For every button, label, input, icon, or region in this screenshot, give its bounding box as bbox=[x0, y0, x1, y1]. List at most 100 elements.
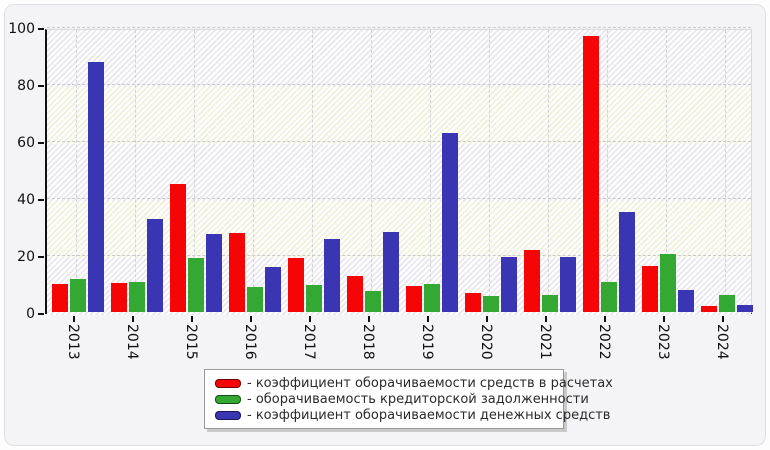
bar-2021-series1 bbox=[523, 249, 540, 312]
legend: - коэффициент оборачиваемости средств в … bbox=[204, 369, 613, 429]
bar-2015-series2 bbox=[188, 258, 205, 312]
plot-band bbox=[47, 87, 751, 144]
y-tick-label-60: 60 bbox=[17, 135, 35, 151]
bar-2021-series3 bbox=[559, 257, 576, 312]
y-tick-20 bbox=[38, 256, 44, 258]
bar-2020-series3 bbox=[500, 256, 517, 312]
bar-2018-series2 bbox=[365, 291, 382, 312]
gridline-x-2020 bbox=[488, 30, 490, 312]
bar-2015-series1 bbox=[170, 184, 187, 312]
x-tick-label-2023: 2023 bbox=[654, 324, 671, 360]
legend-marker-series2 bbox=[215, 394, 241, 404]
x-tick-2018 bbox=[368, 316, 371, 322]
bar-2014-series3 bbox=[147, 219, 164, 312]
chart-card: 0 20 40 60 80 100 2013 2014 2015 2016 2017 2018 201… bbox=[4, 4, 766, 446]
bar-2020-series2 bbox=[482, 296, 499, 312]
bar-2013-series3 bbox=[88, 62, 105, 312]
bar-2015-series3 bbox=[206, 233, 223, 312]
x-tick-2021 bbox=[544, 316, 547, 322]
y-tick-label-100: 100 bbox=[8, 21, 35, 37]
bar-2019-series2 bbox=[423, 284, 440, 312]
plot-band bbox=[47, 144, 751, 201]
bar-2022-series3 bbox=[618, 212, 635, 312]
x-tick-label-2017: 2017 bbox=[301, 324, 318, 360]
bar-2017-series1 bbox=[288, 258, 305, 312]
legend-item-1: - коэффициент оборачиваемости средств в … bbox=[215, 376, 613, 391]
y-tick-60 bbox=[38, 142, 44, 144]
bar-2023-series3 bbox=[677, 289, 694, 312]
x-tick-2024 bbox=[721, 316, 724, 322]
x-tick-2023 bbox=[662, 316, 665, 322]
bar-2024-series1 bbox=[700, 306, 717, 312]
bar-2016-series2 bbox=[247, 286, 264, 312]
y-tick-0 bbox=[38, 313, 44, 315]
x-tick-label-2015: 2015 bbox=[183, 324, 200, 360]
gridline-x-2015 bbox=[194, 30, 196, 312]
bar-2017-series3 bbox=[324, 239, 341, 312]
bar-2016-series1 bbox=[229, 233, 246, 312]
x-tick-2022 bbox=[603, 316, 606, 322]
bar-2017-series2 bbox=[306, 285, 323, 312]
bar-2014-series1 bbox=[111, 282, 128, 312]
bar-2022-series2 bbox=[600, 281, 617, 312]
bar-2014-series2 bbox=[129, 281, 146, 312]
gridline-x-2016 bbox=[253, 30, 255, 312]
bar-2019-series1 bbox=[405, 285, 422, 312]
gridline-x-2023 bbox=[665, 30, 667, 312]
x-tick-label-2021: 2021 bbox=[536, 324, 553, 360]
gridline-x-2013 bbox=[76, 30, 78, 312]
bar-2019-series3 bbox=[441, 133, 458, 312]
gridline-x-2024 bbox=[724, 30, 726, 312]
gridline-x-2014 bbox=[135, 30, 137, 312]
legend-label-series1: - коэффициент оборачиваемости средств в … bbox=[247, 375, 613, 391]
x-tick-2016 bbox=[250, 316, 253, 322]
bar-2018-series1 bbox=[347, 276, 364, 312]
x-tick-label-2013: 2013 bbox=[65, 324, 82, 360]
bar-2013-series2 bbox=[70, 278, 87, 312]
x-tick-label-2020: 2020 bbox=[477, 324, 494, 360]
gridline-x-2022 bbox=[606, 30, 608, 312]
gridline-x-2018 bbox=[371, 30, 373, 312]
bar-2024-series3 bbox=[736, 305, 753, 312]
x-tick-2017 bbox=[309, 316, 312, 322]
x-tick-2019 bbox=[426, 316, 429, 322]
x-tick-2020 bbox=[485, 316, 488, 322]
gridline-x-2017 bbox=[312, 30, 314, 312]
bar-2018-series3 bbox=[383, 231, 400, 312]
x-tick-2013 bbox=[73, 316, 76, 322]
x-tick-label-2022: 2022 bbox=[595, 324, 612, 360]
x-tick-label-2018: 2018 bbox=[360, 324, 377, 360]
legend-label-series2: - оборачиваемость кредиторской задолженн… bbox=[247, 391, 589, 407]
x-tick-label-2016: 2016 bbox=[242, 324, 259, 360]
bar-2013-series1 bbox=[52, 284, 69, 312]
y-tick-label-0: 0 bbox=[26, 306, 35, 322]
bar-2023-series2 bbox=[659, 254, 676, 312]
legend-marker-series1 bbox=[215, 378, 241, 388]
gridline-y-60 bbox=[47, 141, 751, 142]
legend-label-series3: - коэффициент оборачиваемости денежных с… bbox=[247, 407, 611, 423]
bar-2023-series1 bbox=[641, 265, 658, 312]
plot-area bbox=[45, 27, 753, 315]
x-tick-label-2019: 2019 bbox=[418, 324, 435, 360]
x-tick-label-2024: 2024 bbox=[713, 324, 730, 360]
gridline-x-2021 bbox=[547, 30, 549, 312]
gridline-y-80 bbox=[47, 84, 751, 85]
legend-item-2: - оборачиваемость кредиторской задолженн… bbox=[215, 392, 589, 407]
y-tick-40 bbox=[38, 199, 44, 201]
y-tick-label-80: 80 bbox=[17, 78, 35, 94]
bar-2022-series1 bbox=[582, 36, 599, 312]
legend-item-3: - коэффициент оборачиваемости денежных с… bbox=[215, 408, 610, 423]
legend-marker-series3 bbox=[215, 410, 241, 420]
y-tick-label-40: 40 bbox=[17, 192, 35, 208]
gridline-y-40 bbox=[47, 198, 751, 199]
gridline-y-100 bbox=[47, 27, 751, 28]
y-tick-100 bbox=[38, 28, 44, 30]
plot-band bbox=[47, 30, 751, 87]
y-tick-80 bbox=[38, 85, 44, 87]
bar-2016-series3 bbox=[265, 266, 282, 312]
x-tick-2014 bbox=[132, 316, 135, 322]
x-tick-2015 bbox=[191, 316, 194, 322]
bar-2020-series1 bbox=[464, 293, 481, 312]
bar-2021-series2 bbox=[541, 294, 558, 312]
